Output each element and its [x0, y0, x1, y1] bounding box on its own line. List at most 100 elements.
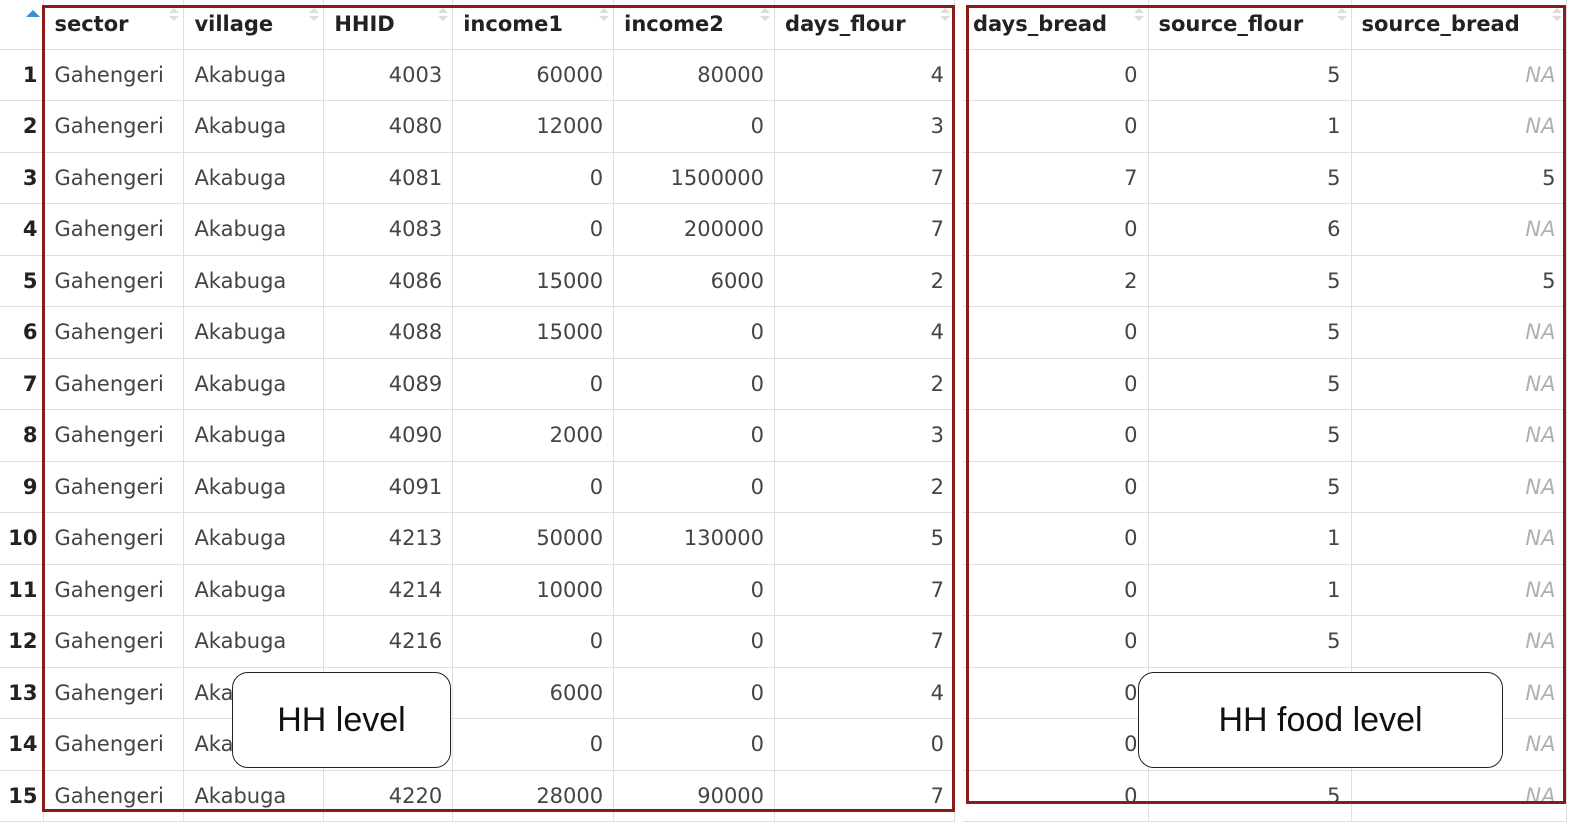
- column-header-label: HHID: [334, 12, 395, 37]
- table-cell-na: NA: [1351, 409, 1567, 462]
- table-row: 0 5 NA: [963, 49, 1567, 101]
- table-cell: 4003: [323, 49, 454, 101]
- table-cell-na: NA: [1351, 461, 1567, 513]
- table-cell: Gahengeri: [43, 461, 185, 513]
- table-row: 0 5 NA: [963, 358, 1567, 410]
- table-row: 0 6 NA: [963, 203, 1567, 256]
- table-header-row: days_bread source_flour source_bread: [963, 0, 1567, 50]
- row-index-header[interactable]: [0, 0, 45, 50]
- table-cell: 7: [774, 152, 955, 204]
- table-cell: 4091: [323, 461, 454, 513]
- table-cell: 0: [963, 770, 1149, 822]
- table-cell: 4216: [323, 615, 454, 668]
- table-cell: 1: [1148, 564, 1352, 616]
- column-header-sector[interactable]: sector: [43, 0, 185, 50]
- column-header-income2[interactable]: income2: [613, 0, 776, 50]
- table-cell: 5: [1148, 255, 1352, 307]
- table-cell: 2000: [452, 409, 615, 462]
- column-header-label: source_flour: [1158, 12, 1304, 37]
- table-row: 5 Gahengeri Akabuga 4086 15000 6000 2: [0, 255, 955, 307]
- table-cell: 4089: [323, 358, 454, 410]
- row-index: 7: [0, 358, 45, 410]
- table-cell: 0: [963, 667, 1149, 719]
- table-cell: 4083: [323, 203, 454, 256]
- table-cell: 4: [774, 667, 955, 719]
- table-cell: Gahengeri: [43, 512, 185, 565]
- table-cell: Akabuga: [183, 306, 325, 359]
- table-cell: 0: [613, 100, 776, 153]
- column-header-label: days_bread: [973, 12, 1108, 37]
- column-header-label: days_flour: [785, 12, 906, 37]
- table-cell: 2: [963, 255, 1149, 307]
- table-cell: 4088: [323, 306, 454, 359]
- sort-ascending-icon: [26, 10, 40, 17]
- sort-icon: [1133, 8, 1144, 24]
- table-cell: Gahengeri: [43, 203, 185, 256]
- table-cell: Gahengeri: [43, 564, 185, 616]
- column-header-village[interactable]: village: [183, 0, 325, 50]
- table-row: 10 Gahengeri Akabuga 4213 50000 130000 5: [0, 512, 955, 565]
- table-cell: 90000: [613, 770, 776, 822]
- table-row: 2 Gahengeri Akabuga 4080 12000 0 3: [0, 100, 955, 153]
- table-cell: 130000: [613, 512, 776, 565]
- table-cell: 5: [1351, 255, 1567, 307]
- table-cell: 4214: [323, 564, 454, 616]
- column-header-source-bread[interactable]: source_bread: [1351, 0, 1567, 50]
- table-cell: 0: [452, 358, 615, 410]
- table-cell: 80000: [613, 49, 776, 101]
- table-cell: 0: [963, 358, 1149, 410]
- table-cell: Gahengeri: [43, 718, 185, 771]
- table-cell: 5: [774, 512, 955, 565]
- sort-icon: [599, 8, 610, 24]
- table-cell: 0: [452, 718, 615, 771]
- table-row: 3 Gahengeri Akabuga 4081 0 1500000 7: [0, 152, 955, 204]
- table-cell: Akabuga: [183, 461, 325, 513]
- column-header-days-flour[interactable]: days_flour: [774, 0, 955, 50]
- table-cell: 0: [613, 358, 776, 410]
- row-index: 14: [0, 718, 45, 771]
- table-cell: 0: [774, 718, 955, 771]
- table-cell: Gahengeri: [43, 358, 185, 410]
- row-index: 2: [0, 100, 45, 153]
- table-cell: 4: [774, 306, 955, 359]
- table-cell: 28000: [452, 770, 615, 822]
- table-cell: Akabuga: [183, 770, 325, 822]
- column-header-days-bread[interactable]: days_bread: [963, 0, 1149, 50]
- sort-icon: [438, 8, 449, 24]
- table-cell-na: NA: [1351, 100, 1567, 153]
- table-cell: 0: [963, 718, 1149, 771]
- row-index: 5: [0, 255, 45, 307]
- table-cell: Gahengeri: [43, 409, 185, 462]
- table-cell: 5: [1148, 461, 1352, 513]
- table-cell: 0: [963, 409, 1149, 462]
- column-header-label: income1: [463, 12, 563, 37]
- table-cell: 0: [452, 615, 615, 668]
- table-row: 14GahengeriAkabuga000: [0, 718, 955, 771]
- table-cell-na: NA: [1351, 306, 1567, 359]
- table-cell: 0: [963, 203, 1149, 256]
- hh-food-level-table-panel: days_bread source_flour source_bread 0 5 NA 0…: [963, 0, 1591, 829]
- table-header-row: sector village HHID income1 income2 days_flou…: [0, 0, 955, 50]
- table-cell: 6: [1148, 203, 1352, 256]
- table-cell: 0: [963, 564, 1149, 616]
- table-cell: 1: [1148, 512, 1352, 565]
- table-cell: Akabuga: [183, 564, 325, 616]
- sort-icon: [1551, 8, 1562, 24]
- callout-label: HH food level: [1218, 700, 1423, 739]
- table-cell: 0: [613, 461, 776, 513]
- table-row: 8 Gahengeri Akabuga 4090 2000 0 3: [0, 409, 955, 462]
- row-index: 15: [0, 770, 45, 822]
- table-cell: Akabuga: [183, 100, 325, 153]
- column-header-hhid[interactable]: HHID: [323, 0, 454, 50]
- table-row: 0 1 NA: [963, 564, 1567, 616]
- table-cell: 6000: [452, 667, 615, 719]
- column-header-income1[interactable]: income1: [452, 0, 615, 50]
- column-header-source-flour[interactable]: source_flour: [1148, 0, 1352, 50]
- table-cell: 0: [452, 203, 615, 256]
- table-cell-na: NA: [1351, 564, 1567, 616]
- sort-icon: [309, 8, 320, 24]
- hh-level-callout: HH level: [232, 672, 451, 768]
- table-row: 0 1 NA: [963, 512, 1567, 565]
- table-cell: 5: [1148, 409, 1352, 462]
